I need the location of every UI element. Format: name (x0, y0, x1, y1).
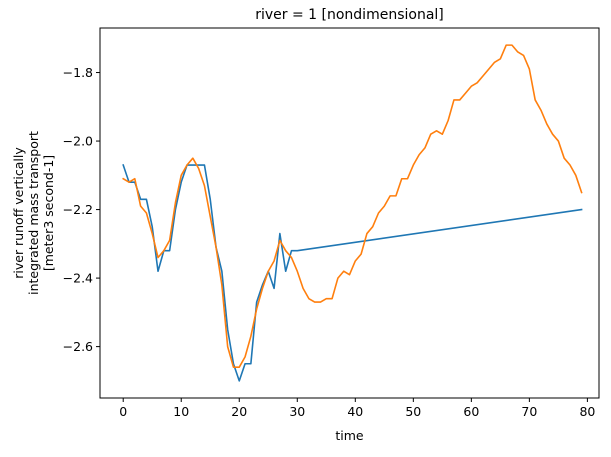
x-tick-label-80: 80 (579, 404, 595, 419)
y-axis-label: river runoff vertically integrated mass … (11, 131, 56, 295)
plot-lines (122, 44, 583, 382)
y-tick-label-2: −2.2 (63, 202, 93, 217)
y-axis-label-line-3: [meter3 second-1] (41, 155, 56, 271)
y-axis: −2.6 −2.4 −2.2 −2.0 −1.8 (63, 65, 100, 354)
x-axis: 0 10 20 30 40 50 60 70 80 (119, 398, 595, 419)
series-line-2 (122, 44, 583, 368)
y-tick-label-1: −2.4 (63, 271, 93, 286)
y-axis-label-line-2: integrated mass transport (26, 131, 41, 295)
x-tick-label-20: 20 (231, 404, 247, 419)
series-line-1 (122, 164, 583, 382)
y-tick-label-3: −2.0 (63, 134, 93, 149)
x-tick-label-0: 0 (119, 404, 127, 419)
plot-frame (99, 27, 600, 399)
x-tick-label-60: 60 (463, 404, 479, 419)
x-tick-label-50: 50 (405, 404, 421, 419)
y-tick-label-4: −1.8 (63, 65, 93, 80)
x-tick-label-40: 40 (347, 404, 363, 419)
y-tick-label-0: −2.6 (63, 339, 93, 354)
x-tick-label-70: 70 (521, 404, 537, 419)
chart-title: river = 1 [nondimensional] (255, 7, 444, 23)
x-axis-label: time (335, 428, 364, 443)
y-axis-label-line-1: river runoff vertically (11, 147, 26, 279)
x-tick-label-30: 30 (289, 404, 305, 419)
x-tick-label-10: 10 (173, 404, 189, 419)
